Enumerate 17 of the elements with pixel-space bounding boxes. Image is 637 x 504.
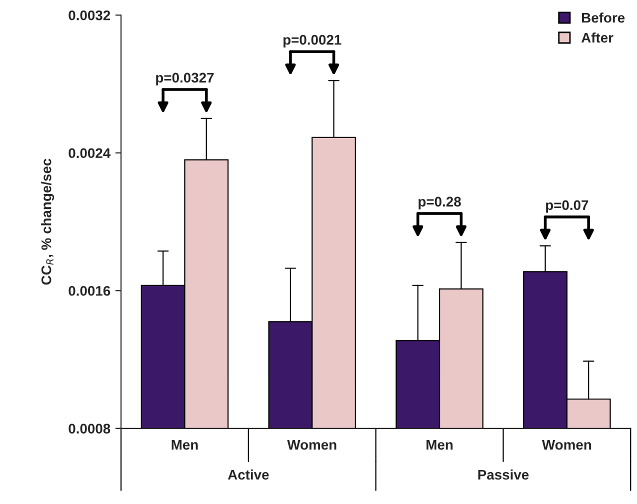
y-tick-label: 0.0032 (68, 10, 110, 20)
y-tick-label: 0.0024 (68, 148, 111, 158)
x-tick-label: Men (172, 440, 198, 450)
legend-label: Before (582, 12, 625, 23)
x-tick-label: Women (542, 440, 592, 450)
y-axis-title: CC$_{R}$, % change/sec (41, 158, 54, 285)
annotation: p=0.0327 (156, 72, 214, 86)
annotation: p=0.28 (418, 196, 461, 210)
y-tick-label: 0.0016 (68, 286, 110, 296)
text: Active (228, 469, 269, 480)
annotation: p=0.07 (546, 200, 588, 213)
legend-label: After (581, 32, 614, 43)
text: Passive (478, 469, 529, 480)
x-tick-label: Women (287, 440, 336, 450)
x-tick-label: Men (426, 440, 453, 450)
y-tick-label: 0.0008 (68, 424, 110, 434)
annotation: p=0.0021 (284, 34, 342, 48)
